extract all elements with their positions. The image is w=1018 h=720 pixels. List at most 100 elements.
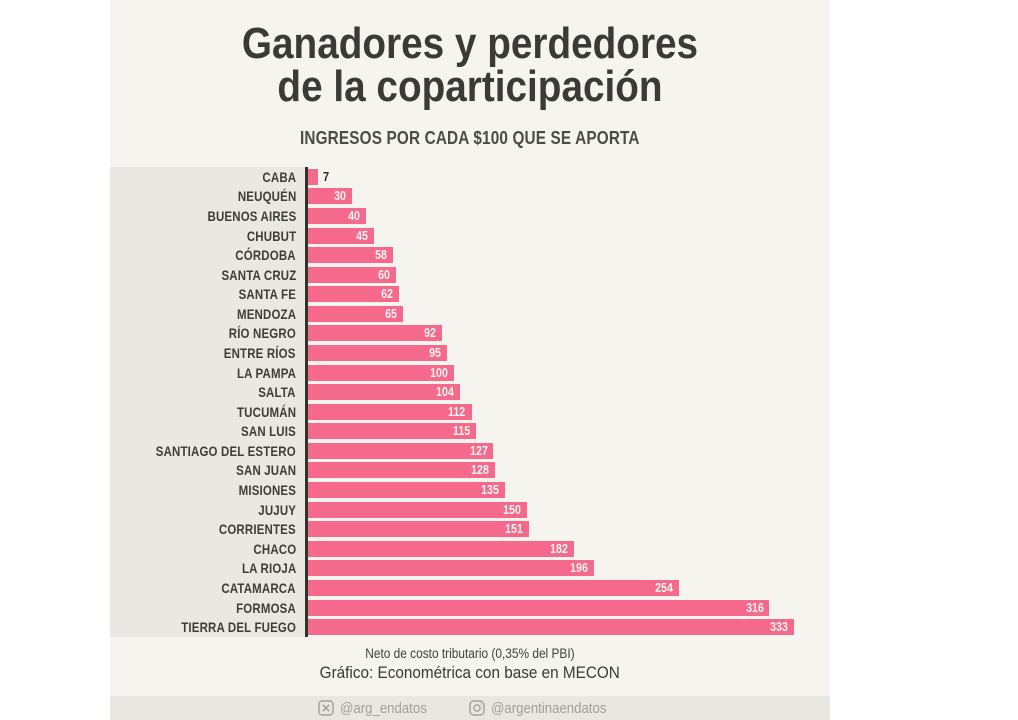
- bar-cell: 128: [305, 461, 830, 481]
- category-label-text: SANTA CRUZ: [221, 266, 296, 283]
- category-label-text: NEUQUÉN: [237, 188, 296, 205]
- bar-row: JUJUY 150: [110, 499, 830, 520]
- bar-cell: 115: [305, 422, 830, 442]
- bar-cell: 112: [305, 402, 830, 422]
- bar-cell: 127: [305, 441, 830, 461]
- bar: 151: [308, 521, 529, 538]
- bar-cell: 254: [305, 578, 830, 598]
- bar-row: MENDOZA 65: [110, 304, 830, 324]
- category-label: TUCUMÁN: [110, 401, 305, 422]
- bar-cell: 316: [305, 598, 830, 618]
- category-label: ENTRE RÍOS: [110, 343, 305, 363]
- bar-cell: 182: [305, 539, 830, 559]
- value-label: 150: [503, 502, 521, 517]
- value-label: 40: [348, 208, 361, 223]
- category-label: RÍO NEGRO: [110, 323, 305, 344]
- instagram-handle: @argentinaendatos: [490, 699, 607, 717]
- bar-row: SANTA CRUZ 60: [110, 264, 830, 285]
- bar: 128: [308, 462, 495, 479]
- category-label: CHUBUT: [110, 225, 305, 246]
- twitter-handle-item: @arg_endatos: [318, 700, 439, 717]
- bar-row: CÓRDOBA 58: [110, 245, 830, 265]
- category-label: CORRIENTES: [110, 519, 305, 539]
- category-label: BUENOS AIRES: [110, 206, 305, 226]
- category-label-text: SAN JUAN: [235, 462, 296, 479]
- value-label: 151: [504, 522, 523, 537]
- value-label: 62: [380, 287, 393, 302]
- bar: 45: [308, 227, 374, 244]
- category-label-text: CÓRDOBA: [235, 247, 296, 264]
- bar: 150: [308, 501, 527, 518]
- category-label: SANTIAGO DEL ESTERO: [110, 441, 305, 461]
- bar-row: CHACO 182: [110, 538, 830, 559]
- category-label-text: SALTA: [258, 384, 296, 401]
- bar-rows: CABA 7 NEUQUÉN 30 BUENOS AIRES 40 CHUBUT 45 CÓRD…: [110, 167, 830, 637]
- category-label: TIERRA DEL FUEGO: [110, 617, 305, 637]
- chart-subtitle: INGRESOS POR CADA $100 QUE SE APORTA: [300, 128, 640, 148]
- bar-cell: 150: [305, 500, 830, 520]
- bar-cell: 100: [305, 363, 830, 383]
- bar-row: LA PAMPA 100: [110, 362, 830, 383]
- bar-row: CATAMARCA 254: [110, 578, 830, 598]
- value-label: 196: [570, 561, 589, 576]
- category-label: NEUQUÉN: [110, 186, 305, 207]
- bar-cell: 58: [305, 245, 830, 265]
- bar-cell: 65: [305, 304, 830, 324]
- category-label: LA RIOJA: [110, 558, 305, 579]
- value-label: 45: [355, 228, 368, 243]
- bar-row: ENTRE RÍOS 95: [110, 343, 830, 363]
- category-label: FORMOSA: [110, 597, 305, 618]
- category-label-text: FORMOSA: [236, 599, 296, 616]
- bar-row: TIERRA DEL FUEGO 333: [110, 617, 830, 637]
- bar: [308, 168, 319, 185]
- chart-title-line1: Ganadores y perdedores: [241, 19, 699, 68]
- twitter-handle: @arg_endatos: [340, 699, 427, 717]
- bar-row: LA RIOJA 196: [110, 558, 830, 579]
- bar-row: SALTA 104: [110, 382, 830, 402]
- value-label: 104: [436, 385, 454, 400]
- value-label: 112: [448, 404, 466, 419]
- bar-cell: 104: [305, 382, 830, 402]
- bar: 40: [308, 207, 367, 224]
- category-label: SAN LUIS: [110, 421, 305, 442]
- category-label-text: LA PAMPA: [236, 364, 296, 381]
- bar-cell: 62: [305, 284, 830, 304]
- bar-cell: 92: [305, 324, 830, 344]
- bar: 127: [308, 442, 494, 459]
- bar-row: FORMOSA 316: [110, 597, 830, 618]
- category-label-text: ENTRE RÍOS: [224, 344, 296, 361]
- category-label-text: CHUBUT: [246, 227, 296, 244]
- bar-cell: 7: [305, 167, 830, 187]
- category-label: CÓRDOBA: [110, 245, 305, 265]
- bar-row: SAN JUAN 128: [110, 460, 830, 481]
- category-label-text: CORRIENTES: [219, 521, 296, 538]
- chart-footnote: Neto de costo tributario (0,35% del PBI): [365, 646, 575, 661]
- category-label-text: LA RIOJA: [241, 560, 296, 577]
- category-label: MISIONES: [110, 480, 305, 500]
- category-label: MENDOZA: [110, 304, 305, 324]
- bar-cell: 30: [305, 187, 830, 207]
- instagram-icon: [469, 700, 485, 716]
- bar-row: CHUBUT 45: [110, 225, 830, 246]
- value-label: 7: [323, 169, 330, 185]
- bar: 95: [308, 344, 447, 361]
- category-label-text: CATAMARCA: [221, 579, 296, 596]
- bar-cell: 196: [305, 559, 830, 579]
- category-label-text: SAN LUIS: [241, 423, 296, 440]
- bar-cell: 151: [305, 519, 830, 539]
- category-label-text: CABA: [262, 168, 296, 185]
- value-label: 316: [745, 600, 764, 615]
- bar-row: SANTA FE 62: [110, 284, 830, 305]
- value-label: 127: [469, 443, 488, 458]
- y-axis-line: [305, 167, 308, 637]
- value-label: 60: [377, 267, 390, 282]
- bar-row: RÍO NEGRO 92: [110, 323, 830, 344]
- bar: 316: [308, 599, 770, 616]
- value-label: 182: [549, 541, 568, 556]
- bar: 60: [308, 266, 396, 283]
- category-label-text: MISIONES: [238, 482, 296, 499]
- category-label: LA PAMPA: [110, 362, 305, 383]
- value-label: 30: [333, 189, 346, 204]
- bar-cell: 95: [305, 343, 830, 363]
- bar: 254: [308, 579, 679, 596]
